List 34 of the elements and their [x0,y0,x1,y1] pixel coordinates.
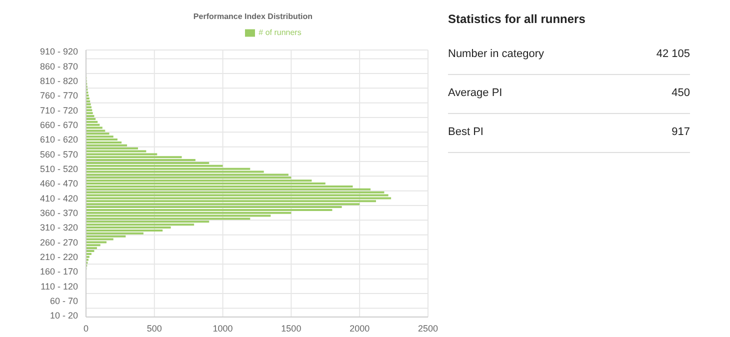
y-tick-label: 560 - 570 [40,149,78,160]
y-tick-label: 460 - 470 [40,178,78,189]
y-tick-label: 810 - 820 [40,76,78,86]
y-tick-label: 10 - 20 [50,310,78,321]
category-label: Best PI [448,126,484,138]
x-tick-label: 1500 [281,323,302,334]
y-tick-label: 510 - 520 [40,164,78,174]
x-tick-label: 2000 [350,323,370,334]
y-tick-label: 60 - 70 [50,296,78,306]
y-tick-label: 710 - 720 [40,105,78,116]
x-tick-label: 1000 [212,323,233,334]
legend-label: # of runners [258,28,302,38]
y-tick-label: 210 - 220 [40,252,78,262]
text: 917 [672,126,690,138]
y-tick-label: 410 - 420 [40,193,78,204]
y-tick-label: 110 - 120 [40,281,78,292]
category-label: Number in category [448,48,544,60]
text: Statistics for all runners [448,12,586,28]
y-tick-label: 610 - 620 [40,134,78,145]
text: 42 105 [656,48,690,60]
text: 450 [672,87,690,99]
y-tick-label: 760 - 770 [40,90,78,101]
y-tick-label: 360 - 370 [40,208,78,218]
y-tick-label: 260 - 270 [40,237,78,248]
category-label: Average PI [448,87,502,99]
y-tick-label: 660 - 670 [40,120,78,130]
x-tick-label: 500 [146,323,162,334]
y-tick-label: 160 - 170 [40,266,78,277]
y-tick-label: 310 - 320 [40,222,78,233]
x-tick-label: 0 [83,323,89,334]
chart-title: Performance Index Distribution [192,11,314,23]
y-tick-label: 910 - 920 [40,46,78,57]
y-tick-label: 860 - 870 [40,61,78,72]
x-tick-label: 2500 [418,323,438,334]
